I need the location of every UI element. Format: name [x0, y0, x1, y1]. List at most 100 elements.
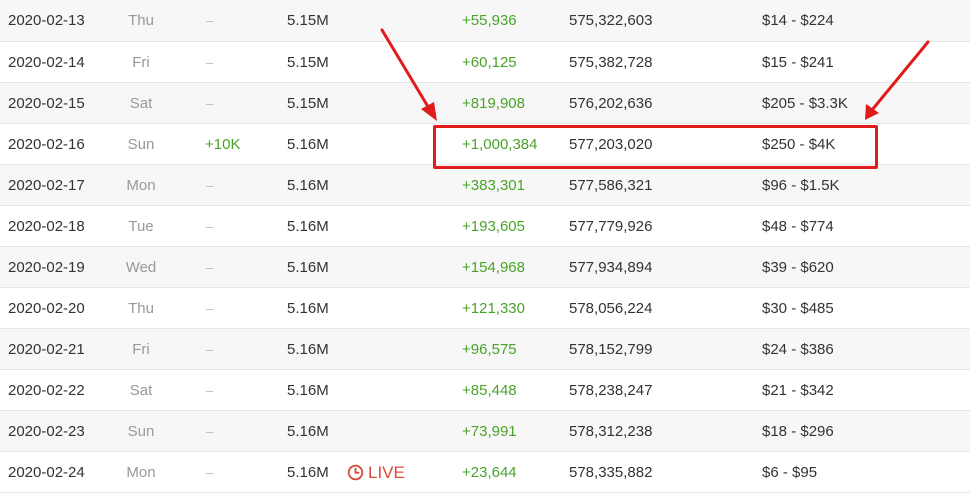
- subscriber-change-cell: +10K: [205, 136, 241, 153]
- views-total-cell: 578,335,882: [569, 464, 653, 481]
- views-total-cell: 578,238,247: [569, 382, 653, 399]
- views-change-cell: +819,908: [462, 95, 525, 112]
- table-row: 2020-02-22 Sat – 5.16M +85,448 578,238,2…: [0, 370, 970, 411]
- subscriber-change-cell: –: [206, 465, 214, 480]
- subscriber-total-cell: 5.16M: [287, 423, 329, 440]
- date-cell: 2020-02-13: [8, 12, 85, 29]
- subscriber-total-cell: 5.16M: [287, 464, 329, 481]
- subscriber-change-cell: –: [206, 301, 214, 316]
- subscriber-total-cell: 5.15M: [287, 54, 329, 71]
- weekday-cell: Mon: [126, 177, 156, 194]
- views-total-cell: 577,586,321: [569, 177, 653, 194]
- weekday-cell: Sat: [129, 382, 153, 399]
- subscriber-change-cell: –: [206, 178, 214, 193]
- weekday-cell: Fri: [132, 54, 150, 71]
- estimated-earnings-cell: $96 - $1.5K: [762, 177, 840, 194]
- views-total-cell: 575,382,728: [569, 54, 653, 71]
- views-change-cell: +23,644: [462, 464, 517, 481]
- date-cell: 2020-02-18: [8, 218, 85, 235]
- subscriber-change-cell: –: [206, 342, 214, 357]
- subscriber-total-cell: 5.16M: [287, 136, 329, 153]
- subscriber-change-cell: –: [206, 13, 214, 28]
- estimated-earnings-cell: $39 - $620: [762, 259, 834, 276]
- date-cell: 2020-02-14: [8, 54, 85, 71]
- table-row: 2020-02-20 Thu – 5.16M +121,330 578,056,…: [0, 288, 970, 329]
- estimated-earnings-cell: $15 - $241: [762, 54, 834, 71]
- estimated-earnings-cell: $18 - $296: [762, 423, 834, 440]
- weekday-cell: Sun: [127, 136, 155, 153]
- subscriber-total-cell: 5.16M: [287, 382, 329, 399]
- date-cell: 2020-02-16: [8, 136, 85, 153]
- subscriber-total-cell: 5.16M: [287, 341, 329, 358]
- weekday-cell: Mon: [126, 464, 156, 481]
- table-row: 2020-02-24 Mon – 5.16M LIVE +23,644 578,…: [0, 452, 970, 493]
- date-cell: 2020-02-19: [8, 259, 85, 276]
- date-cell: 2020-02-15: [8, 95, 85, 112]
- subscriber-change-cell: –: [206, 219, 214, 234]
- weekday-cell: Sat: [129, 95, 153, 112]
- subscriber-change-cell: –: [206, 424, 214, 439]
- views-change-cell: +60,125: [462, 54, 517, 71]
- estimated-earnings-cell: $6 - $95: [762, 464, 818, 481]
- subscriber-total-cell: 5.15M: [287, 12, 329, 29]
- weekday-cell: Tue: [128, 218, 154, 235]
- date-cell: 2020-02-21: [8, 341, 85, 358]
- table-row: 2020-02-19 Wed – 5.16M +154,968 577,934,…: [0, 247, 970, 288]
- date-cell: 2020-02-20: [8, 300, 85, 317]
- weekday-cell: Sun: [127, 423, 155, 440]
- table-row: 2020-02-15 Sat – 5.15M +819,908 576,202,…: [0, 83, 970, 124]
- estimated-earnings-cell: $250 - $4K: [762, 136, 836, 153]
- views-change-cell: +121,330: [462, 300, 525, 317]
- subscriber-change-cell: –: [206, 383, 214, 398]
- subscriber-total-cell: 5.15M: [287, 95, 329, 112]
- weekday-cell: Thu: [128, 300, 154, 317]
- views-total-cell: 577,203,020: [569, 136, 653, 153]
- date-cell: 2020-02-23: [8, 423, 85, 440]
- estimated-earnings-cell: $21 - $342: [762, 382, 834, 399]
- subscriber-total-cell: 5.16M: [287, 259, 329, 276]
- estimated-earnings-cell: $24 - $386: [762, 341, 834, 358]
- subscriber-total-cell: 5.16M: [287, 218, 329, 235]
- weekday-cell: Thu: [128, 12, 154, 29]
- subscriber-change-cell: –: [206, 96, 214, 111]
- date-cell: 2020-02-24: [8, 464, 85, 481]
- weekday-cell: Fri: [132, 341, 150, 358]
- views-change-cell: +383,301: [462, 177, 525, 194]
- views-total-cell: 578,312,238: [569, 423, 653, 440]
- estimated-earnings-cell: $14 - $224: [762, 12, 834, 29]
- subscriber-change-cell: –: [206, 55, 214, 70]
- table-row: 2020-02-13 Thu – 5.15M +55,936 575,322,6…: [0, 0, 970, 42]
- table-row: 2020-02-18 Tue – 5.16M +193,605 577,779,…: [0, 206, 970, 247]
- views-total-cell: 577,934,894: [569, 259, 653, 276]
- estimated-earnings-cell: $30 - $485: [762, 300, 834, 317]
- date-cell: 2020-02-22: [8, 382, 85, 399]
- live-indicator[interactable]: LIVE: [347, 452, 405, 493]
- views-total-cell: 575,322,603: [569, 12, 653, 29]
- views-change-cell: +154,968: [462, 259, 525, 276]
- table-row: 2020-02-17 Mon – 5.16M +383,301 577,586,…: [0, 165, 970, 206]
- table-row: 2020-02-23 Sun – 5.16M +73,991 578,312,2…: [0, 411, 970, 452]
- table-row: 2020-02-14 Fri – 5.15M +60,125 575,382,7…: [0, 42, 970, 83]
- clock-icon: [347, 464, 364, 481]
- weekday-cell: Wed: [125, 259, 157, 276]
- views-change-cell: +85,448: [462, 382, 517, 399]
- table-row: 2020-02-16 Sun +10K 5.16M +1,000,384 577…: [0, 124, 970, 165]
- subscriber-change-cell: –: [206, 260, 214, 275]
- estimated-earnings-cell: $205 - $3.3K: [762, 95, 848, 112]
- views-total-cell: 577,779,926: [569, 218, 653, 235]
- live-label: LIVE: [368, 463, 405, 482]
- views-change-cell: +73,991: [462, 423, 517, 440]
- views-total-cell: 578,056,224: [569, 300, 653, 317]
- views-change-cell: +96,575: [462, 341, 517, 358]
- views-change-cell: +55,936: [462, 12, 517, 29]
- table-row: 2020-02-21 Fri – 5.16M +96,575 578,152,7…: [0, 329, 970, 370]
- estimated-earnings-cell: $48 - $774: [762, 218, 834, 235]
- views-total-cell: 578,152,799: [569, 341, 653, 358]
- subscriber-total-cell: 5.16M: [287, 177, 329, 194]
- views-total-cell: 576,202,636: [569, 95, 653, 112]
- views-change-cell: +193,605: [462, 218, 525, 235]
- subscriber-total-cell: 5.16M: [287, 300, 329, 317]
- date-cell: 2020-02-17: [8, 177, 85, 194]
- views-change-cell: +1,000,384: [462, 136, 538, 153]
